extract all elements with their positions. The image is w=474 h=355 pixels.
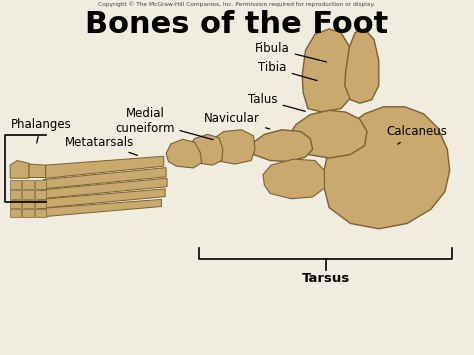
Polygon shape xyxy=(41,178,167,199)
Polygon shape xyxy=(10,200,21,208)
Polygon shape xyxy=(35,180,46,189)
Text: Talus: Talus xyxy=(248,93,305,111)
Text: Medial
cuneiform: Medial cuneiform xyxy=(115,107,213,140)
Text: Tarsus: Tarsus xyxy=(301,272,350,285)
Text: Phalanges: Phalanges xyxy=(10,118,71,143)
Polygon shape xyxy=(289,110,367,158)
Polygon shape xyxy=(211,130,255,164)
Polygon shape xyxy=(254,130,313,162)
Polygon shape xyxy=(43,168,166,189)
Polygon shape xyxy=(302,29,353,112)
Polygon shape xyxy=(35,200,46,208)
Text: Calcaneus: Calcaneus xyxy=(386,125,447,144)
Polygon shape xyxy=(10,209,21,217)
Polygon shape xyxy=(10,190,21,199)
Polygon shape xyxy=(35,190,46,199)
Text: Metatarsals: Metatarsals xyxy=(65,136,137,155)
Text: Fibula: Fibula xyxy=(255,42,327,62)
Polygon shape xyxy=(10,160,29,178)
Polygon shape xyxy=(35,209,46,217)
Polygon shape xyxy=(166,139,201,168)
Polygon shape xyxy=(39,189,165,208)
Polygon shape xyxy=(29,164,46,178)
Polygon shape xyxy=(322,107,450,229)
Polygon shape xyxy=(263,159,324,199)
Polygon shape xyxy=(22,209,34,217)
Polygon shape xyxy=(10,180,21,189)
Text: Bones of the Foot: Bones of the Foot xyxy=(85,10,389,39)
Text: Navicular: Navicular xyxy=(204,111,270,129)
Text: Tibia: Tibia xyxy=(258,61,317,81)
Polygon shape xyxy=(189,134,223,165)
Text: Copyright © The McGraw-Hill Companies, Inc. Permission required for reproduction: Copyright © The McGraw-Hill Companies, I… xyxy=(99,1,375,7)
Polygon shape xyxy=(22,180,34,189)
Polygon shape xyxy=(22,200,34,208)
Polygon shape xyxy=(345,29,379,103)
Polygon shape xyxy=(38,200,161,217)
Polygon shape xyxy=(46,156,164,178)
Polygon shape xyxy=(22,190,34,199)
